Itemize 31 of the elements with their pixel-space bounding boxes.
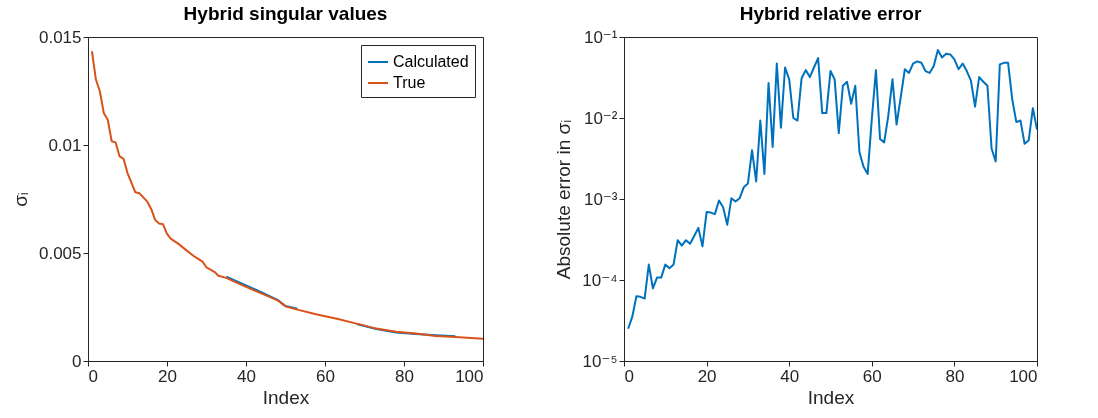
x-tick-label: 80 [945, 366, 965, 386]
x-tick-label: 0 [88, 366, 98, 386]
chart-title: Hybrid singular values [183, 3, 388, 24]
x-tick-label: 40 [237, 366, 256, 386]
line-series [627, 49, 1037, 330]
y-tick-label: 10⁻⁵ [582, 351, 618, 371]
y-tick-label: 0 [72, 351, 82, 371]
y-tick-label: 0.01 [48, 135, 82, 155]
x-axis-title: Index [807, 386, 855, 408]
y-axis-title: Absolute error in σᵢ [553, 119, 575, 280]
x-tick-label: 0 [624, 366, 634, 386]
y-tick-label: 10⁻⁴ [582, 270, 618, 290]
x-tick-label: 100 [455, 366, 484, 386]
y-tick-label: 10⁻¹ [583, 27, 618, 47]
x-tick-label: 80 [395, 366, 414, 386]
y-axis-title: σᵢ [9, 192, 31, 207]
x-axis-title: Index [262, 386, 310, 408]
x-tick-label: 100 [1009, 366, 1038, 386]
legend-label: Calculated [393, 53, 469, 70]
x-tick-label: 20 [697, 366, 717, 386]
line-series [90, 50, 483, 340]
chart-title: Hybrid relative error [739, 3, 922, 24]
legend-label: True [393, 74, 426, 91]
y-tick-label: 0.005 [38, 243, 82, 263]
y-tick-label: 10⁻² [583, 108, 618, 128]
y-tick-label: 10⁻³ [583, 189, 618, 209]
x-tick-label: 60 [862, 366, 882, 386]
x-tick-label: 40 [780, 366, 800, 386]
y-tick-label: 0.015 [38, 27, 82, 47]
x-tick-label: 60 [316, 366, 335, 386]
x-tick-label: 20 [158, 366, 177, 386]
